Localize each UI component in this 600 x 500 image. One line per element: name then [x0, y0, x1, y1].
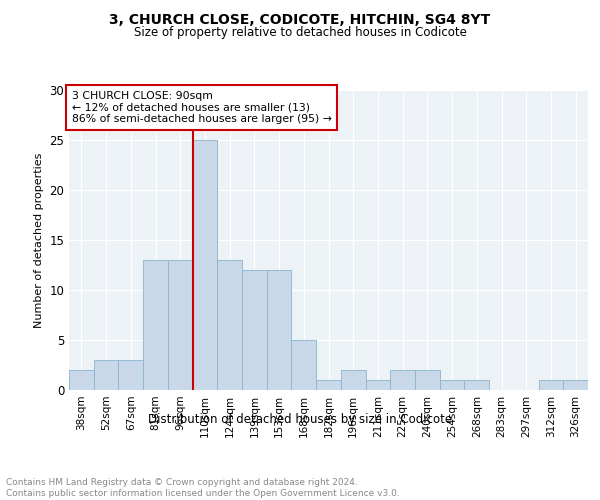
Bar [242, 270, 267, 390]
Text: Size of property relative to detached houses in Codicote: Size of property relative to detached ho… [134, 26, 466, 39]
Bar [118, 360, 143, 390]
Bar [168, 260, 193, 390]
Bar [365, 380, 390, 390]
Bar [316, 380, 341, 390]
Bar [464, 380, 489, 390]
Text: Distribution of detached houses by size in Codicote: Distribution of detached houses by size … [148, 412, 452, 426]
Text: 3, CHURCH CLOSE, CODICOTE, HITCHIN, SG4 8YT: 3, CHURCH CLOSE, CODICOTE, HITCHIN, SG4 … [109, 12, 491, 26]
Bar [341, 370, 365, 390]
Text: Contains HM Land Registry data © Crown copyright and database right 2024.
Contai: Contains HM Land Registry data © Crown c… [6, 478, 400, 498]
Bar [563, 380, 588, 390]
Bar [94, 360, 118, 390]
Bar [292, 340, 316, 390]
Bar [390, 370, 415, 390]
Bar [440, 380, 464, 390]
Bar [217, 260, 242, 390]
Y-axis label: Number of detached properties: Number of detached properties [34, 152, 44, 328]
Bar [267, 270, 292, 390]
Bar [193, 140, 217, 390]
Bar [69, 370, 94, 390]
Bar [539, 380, 563, 390]
Bar [143, 260, 168, 390]
Bar [415, 370, 440, 390]
Text: 3 CHURCH CLOSE: 90sqm
← 12% of detached houses are smaller (13)
86% of semi-deta: 3 CHURCH CLOSE: 90sqm ← 12% of detached … [71, 91, 331, 124]
